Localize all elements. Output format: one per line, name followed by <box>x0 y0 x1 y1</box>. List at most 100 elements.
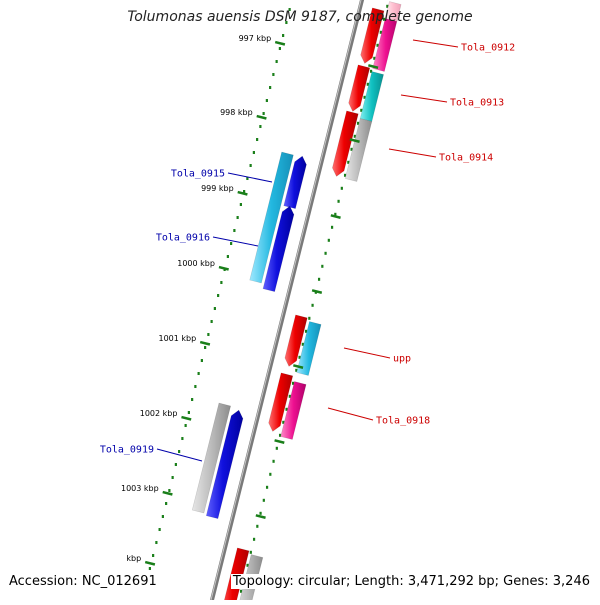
gene-label: Tola_0912 <box>461 43 515 54</box>
scale-dot <box>161 515 164 519</box>
scale-dot <box>340 186 343 190</box>
scale-dot <box>324 251 327 255</box>
gene-label: Tola_0913 <box>450 98 504 109</box>
scale-dot <box>233 229 236 233</box>
scale-dot <box>272 73 275 77</box>
scale-dot <box>152 554 155 558</box>
scale-dot <box>353 134 356 138</box>
scale-dot <box>194 385 197 389</box>
scale-dot <box>210 320 213 324</box>
genome-backbone <box>208 0 365 605</box>
scale-dot <box>200 359 203 363</box>
callout-line <box>156 448 203 462</box>
scale-dot <box>278 47 281 51</box>
scale-dot <box>282 420 285 424</box>
scale-dot <box>272 459 275 463</box>
gene-label: Tola_0914 <box>439 153 493 164</box>
gene-label: upp <box>393 354 411 365</box>
callout-line <box>400 94 448 103</box>
gene-label: Tola_0915 <box>171 169 225 180</box>
scale-dot <box>256 138 259 142</box>
scale-dot <box>265 485 269 489</box>
scale-dot <box>304 329 308 333</box>
scale-dot <box>356 121 360 125</box>
scale-dot <box>207 333 210 337</box>
callout-line <box>388 148 437 158</box>
scale-dot <box>171 476 174 480</box>
scale-dot <box>373 56 376 60</box>
scale-dot <box>298 355 301 359</box>
scale-dot <box>347 160 350 164</box>
scale-dot <box>230 242 233 246</box>
scale-dot <box>301 342 304 346</box>
gene-tola-0912-cds <box>360 7 385 64</box>
scale-dot <box>158 528 161 532</box>
scale-label: 1002 kbp <box>140 409 178 418</box>
scale-dot <box>311 303 314 307</box>
scale-dot <box>187 411 190 415</box>
scale-dot <box>269 86 272 90</box>
scale-dot <box>334 212 337 216</box>
gene-tola-0914-feature <box>344 118 373 182</box>
scale-dot <box>236 216 239 220</box>
scale-major-tick <box>199 340 211 346</box>
scale-major-tick <box>330 214 341 219</box>
scale-major-tick <box>218 265 229 271</box>
scale-label: 1001 kbp <box>159 334 197 343</box>
gene-upp-feature <box>296 321 322 376</box>
scale-dot <box>327 238 330 242</box>
callout-line <box>343 347 391 359</box>
gene-label: Tola_0916 <box>156 233 210 244</box>
gene-tola-0912-region <box>384 1 402 22</box>
scale-major-tick <box>256 114 267 120</box>
callout-line <box>412 39 459 48</box>
scale-dot <box>155 541 158 545</box>
scale-dot <box>278 433 282 437</box>
scale-dot <box>256 524 259 528</box>
scale-major-tick <box>237 190 248 196</box>
backbone-line <box>208 0 365 605</box>
scale-major-tick <box>274 439 285 444</box>
callout-line <box>327 407 374 421</box>
scale-dot <box>239 203 242 207</box>
scale-label: 999 kbp <box>201 184 234 193</box>
scale-label: 1000 kbp <box>177 259 215 268</box>
gene-callouts: Tola_0912 Tola_0913 Tola_0914 Tola_0915 Tola… <box>100 39 515 462</box>
scale-dot <box>239 589 243 593</box>
scale-dot <box>252 151 255 155</box>
scale-major-tick <box>293 364 304 369</box>
scale-dot <box>246 563 249 567</box>
gene-label: Tola_0918 <box>376 416 430 427</box>
scale-dot <box>265 99 268 103</box>
scale-dot <box>317 277 321 281</box>
feature-track <box>191 1 402 605</box>
scale-dot <box>204 346 207 350</box>
scale-dot <box>285 407 288 411</box>
scale-dot <box>259 125 262 129</box>
scale-dot <box>220 281 223 285</box>
scale-dot <box>213 307 216 311</box>
scale-label: 998 kbp <box>220 108 253 117</box>
callout-line <box>227 172 273 183</box>
backbone-highlight <box>209 0 362 605</box>
scale-major-tick <box>349 138 360 143</box>
scale-dot <box>148 567 151 571</box>
scale-dot <box>174 463 177 467</box>
gene-tola-0918-cds <box>268 372 294 432</box>
scale-dot <box>376 43 379 47</box>
scale-label: 997 kbp <box>239 34 272 43</box>
scale-dot <box>249 164 252 168</box>
gene-tola-0919-cds <box>205 409 244 519</box>
scale-dots <box>145 4 389 605</box>
scale-major-tick <box>144 560 156 566</box>
scale-major-tick <box>162 490 173 496</box>
scale-label: 1003 kbp <box>121 484 159 493</box>
scale-dot <box>252 537 256 541</box>
scale-ticks: 997 kbp 998 kbp 999 kbp 1000 kbp 1001 kbp 100… <box>121 34 379 589</box>
scale-dot <box>217 294 220 298</box>
scale-dot <box>308 316 311 320</box>
scale-dot <box>275 60 278 64</box>
scale-dot <box>337 199 340 203</box>
